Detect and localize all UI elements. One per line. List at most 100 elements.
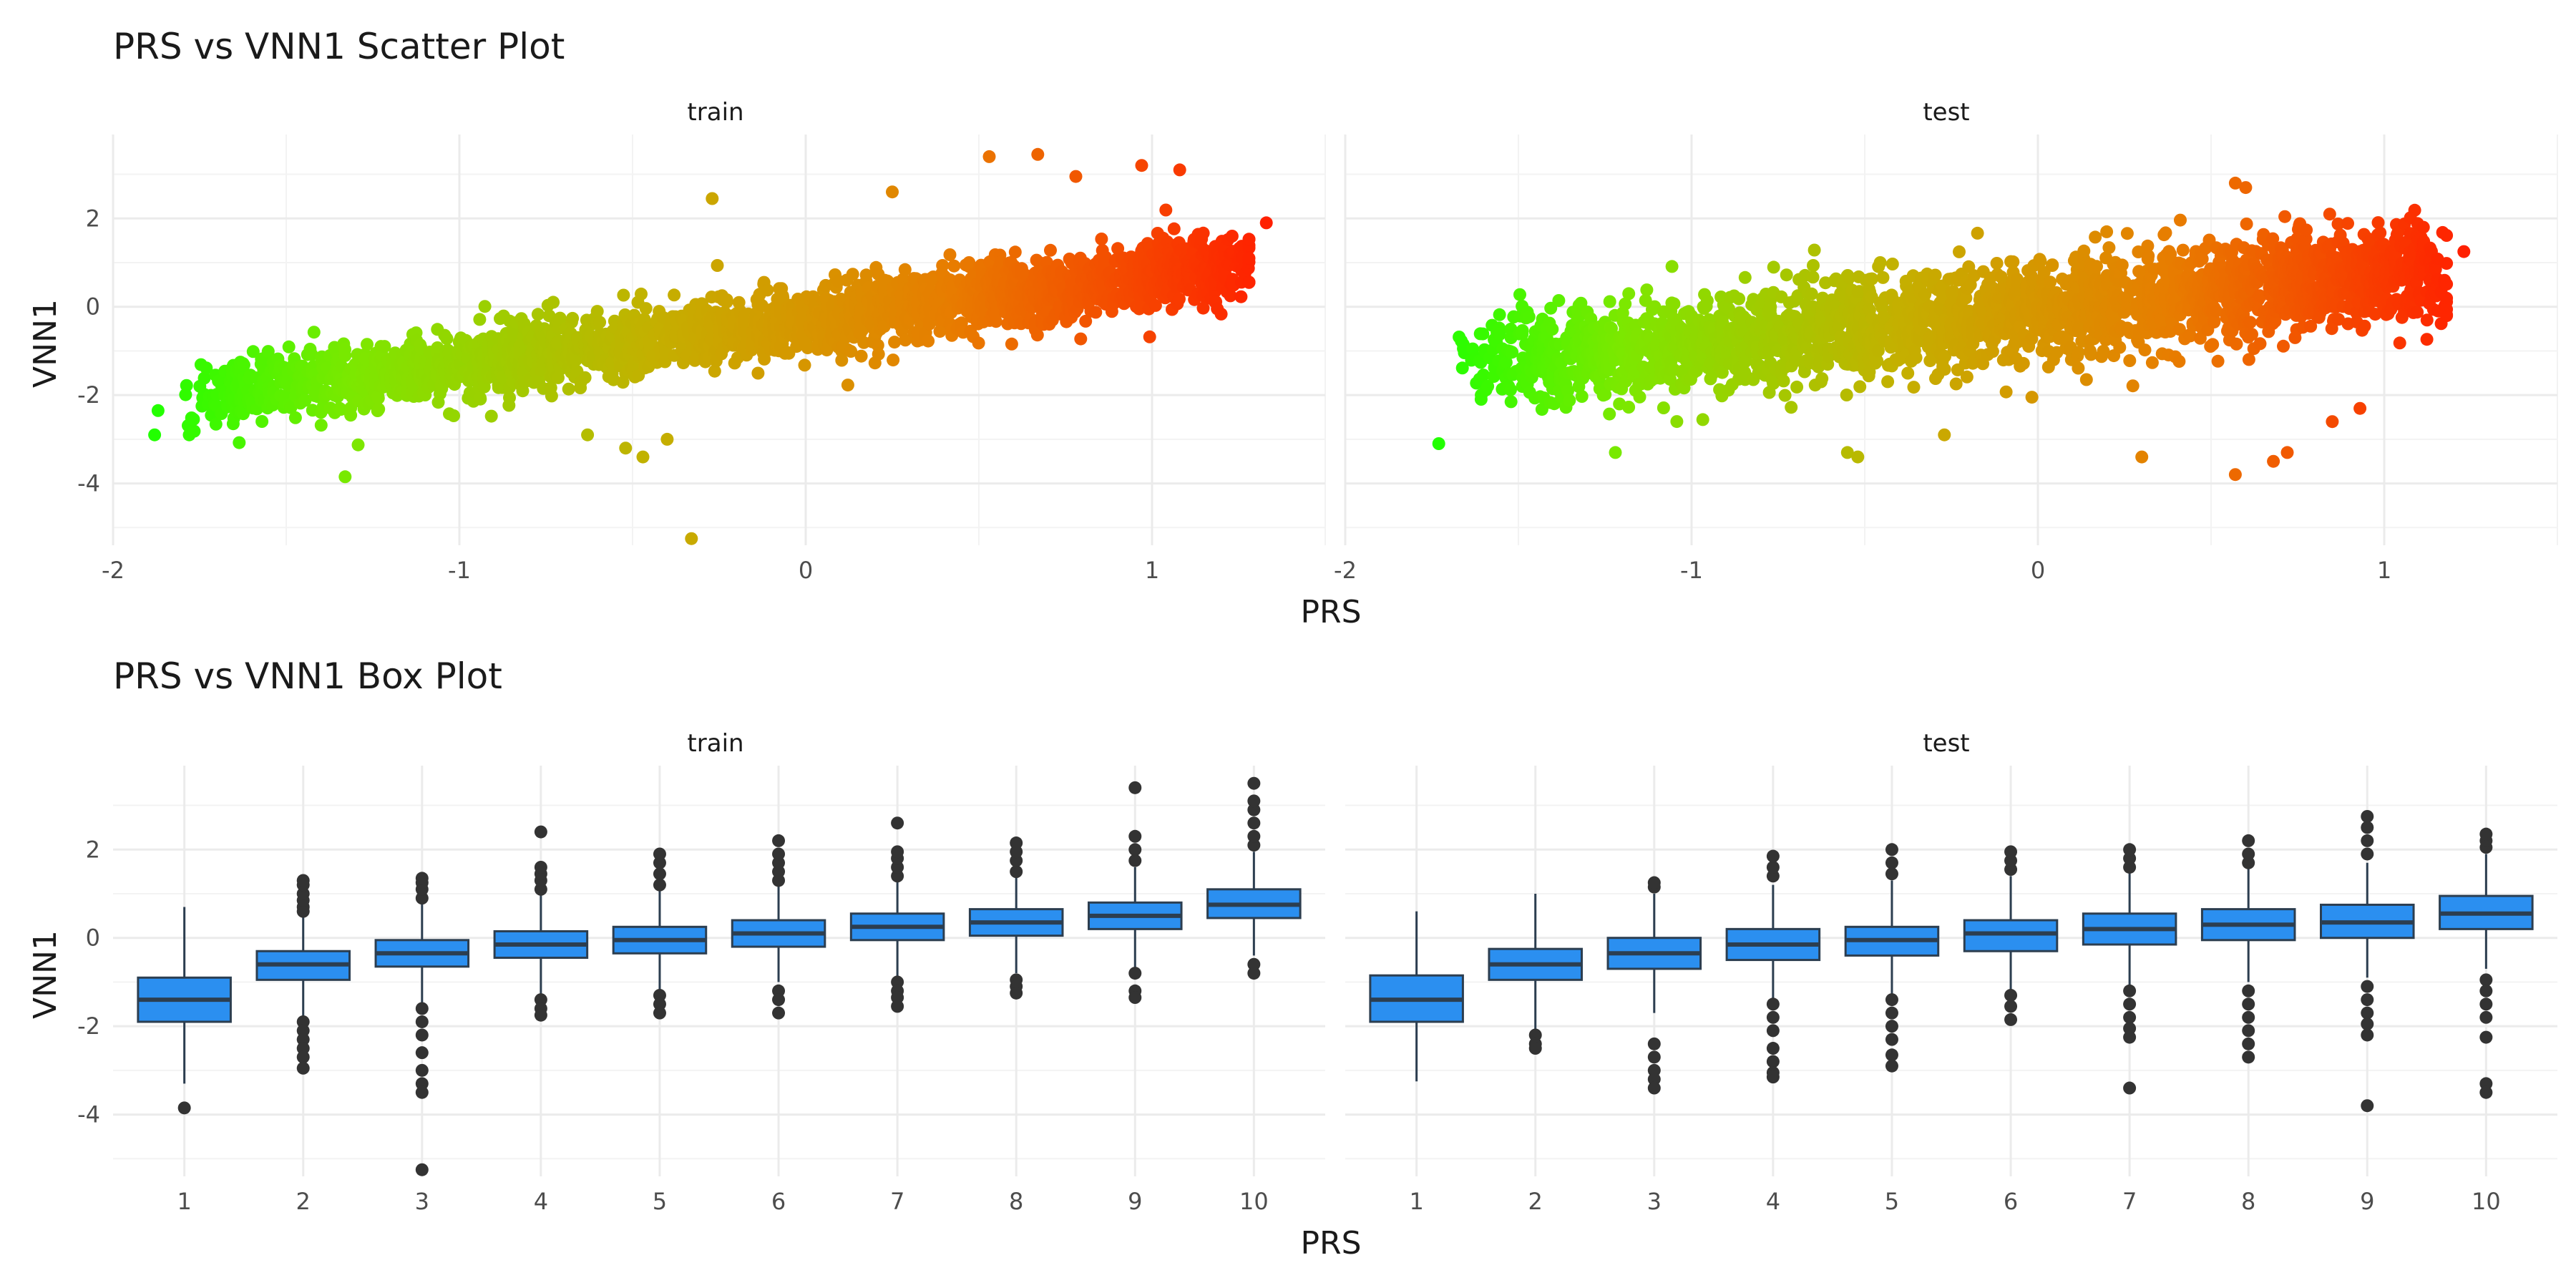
- scatter-point: [1044, 243, 1057, 257]
- scatter-point: [2278, 210, 2292, 223]
- scatter-point: [1546, 323, 1559, 336]
- scatter-point: [2132, 245, 2145, 258]
- scatter-point: [1074, 332, 1088, 346]
- scatter-point: [1544, 301, 1558, 315]
- scatter-point: [1499, 356, 1513, 369]
- scatter-point: [1959, 291, 1973, 305]
- scatter-point: [962, 256, 976, 269]
- scatter-point: [1738, 270, 1752, 284]
- scatter-point: [886, 185, 899, 199]
- scatter-point: [1167, 222, 1181, 235]
- scatter-point: [209, 417, 223, 431]
- scatter-point: [2113, 341, 2127, 354]
- scatter-point: [1605, 322, 1618, 335]
- scatter-point: [854, 349, 868, 363]
- scatter-point: [1696, 413, 1709, 426]
- scatter-point: [334, 403, 348, 416]
- scatter-point: [1881, 375, 1895, 389]
- scatter-point: [2142, 249, 2155, 263]
- scatter-point: [314, 419, 328, 432]
- scatter-point: [1670, 415, 1684, 429]
- scatter-point: [751, 366, 765, 380]
- scatter-point: [2089, 230, 2102, 244]
- scatter-point: [1778, 389, 1792, 402]
- scatter-point: [288, 411, 302, 424]
- x-tick-label: -1: [1680, 557, 1703, 584]
- scatter-point: [1196, 226, 1210, 240]
- scatter-point: [1111, 242, 1125, 255]
- scatter-point: [1173, 292, 1186, 306]
- scatter-point: [2174, 213, 2187, 227]
- scatter-point: [1522, 310, 1536, 323]
- scatter-point: [2172, 323, 2186, 336]
- scatter-point: [2046, 258, 2059, 272]
- scatter-point: [1815, 372, 1829, 386]
- scatter-point: [1633, 390, 1646, 404]
- scatter-point: [1506, 346, 1519, 359]
- scatter-point: [2184, 329, 2197, 343]
- scatter-point: [936, 259, 950, 272]
- scatter-point: [148, 428, 162, 441]
- scatter-point: [1561, 384, 1574, 398]
- scatter-point: [1030, 328, 1044, 342]
- x-tick-label: 1: [2377, 557, 2391, 584]
- scatter-point: [233, 436, 246, 449]
- scatter-point: [1031, 147, 1045, 161]
- scatter-point: [1871, 344, 1885, 357]
- scatter-point: [872, 347, 885, 361]
- scatter-point: [2323, 208, 2336, 221]
- scatter-point: [282, 340, 296, 353]
- scatter-point: [1806, 270, 1820, 284]
- scatter-point: [531, 308, 545, 321]
- scatter-facet-test: -2 -1 0 1: [1334, 135, 2558, 584]
- scatter-point: [1481, 379, 1495, 393]
- scatter-point: [1767, 376, 1780, 390]
- scatter-point: [590, 305, 604, 318]
- scatter-point: [2172, 355, 2186, 368]
- scatter-point: [761, 283, 774, 297]
- scatter-point: [2026, 274, 2039, 288]
- scatter-facet-train: -2 -1 0 120-2-4: [77, 135, 1326, 584]
- scatter-point: [1865, 272, 1878, 286]
- scatter-point: [484, 409, 498, 423]
- scatter-point: [358, 351, 372, 365]
- scatter-point: [553, 311, 567, 325]
- scatter-point: [2299, 233, 2313, 246]
- scatter-point: [255, 415, 269, 428]
- scatter-point: [2138, 343, 2152, 357]
- scatter-point: [1843, 271, 1856, 284]
- scatter-point: [547, 296, 560, 309]
- scatter-point: [1767, 260, 1780, 274]
- scatter-point: [1196, 301, 1210, 315]
- scatter-point: [1715, 366, 1729, 379]
- scatter-point: [197, 371, 211, 385]
- scatter-point: [2253, 337, 2267, 351]
- scatter-point: [1986, 345, 1999, 358]
- scatter-point: [2072, 361, 2085, 375]
- scatter-point: [1563, 394, 1576, 407]
- scatter-point: [2084, 348, 2098, 361]
- scatter-point: [1575, 390, 1589, 403]
- scatter-point: [545, 389, 558, 403]
- scatter-point: [1432, 437, 1445, 450]
- scatter-point: [720, 293, 733, 306]
- scatter-point: [844, 345, 858, 358]
- scatter-point: [1242, 275, 1256, 289]
- scatter-point: [2267, 454, 2280, 468]
- scatter-point: [473, 313, 487, 326]
- scatter-point: [1999, 385, 2013, 399]
- scatter-point: [2254, 290, 2267, 303]
- scatter-point: [1780, 268, 1793, 282]
- scatter-point: [440, 332, 454, 346]
- scatter-point: [187, 424, 201, 438]
- scatter-point: [2300, 223, 2313, 237]
- scatter-point: [1851, 450, 1865, 464]
- x-tick-label: 0: [2031, 557, 2045, 584]
- scatter-point: [1700, 294, 1714, 308]
- scatter-point: [2145, 356, 2159, 369]
- scatter-point: [2115, 258, 2129, 272]
- scatter-point: [898, 263, 912, 276]
- scatter-point: [1148, 298, 1162, 312]
- scatter-point: [933, 325, 947, 338]
